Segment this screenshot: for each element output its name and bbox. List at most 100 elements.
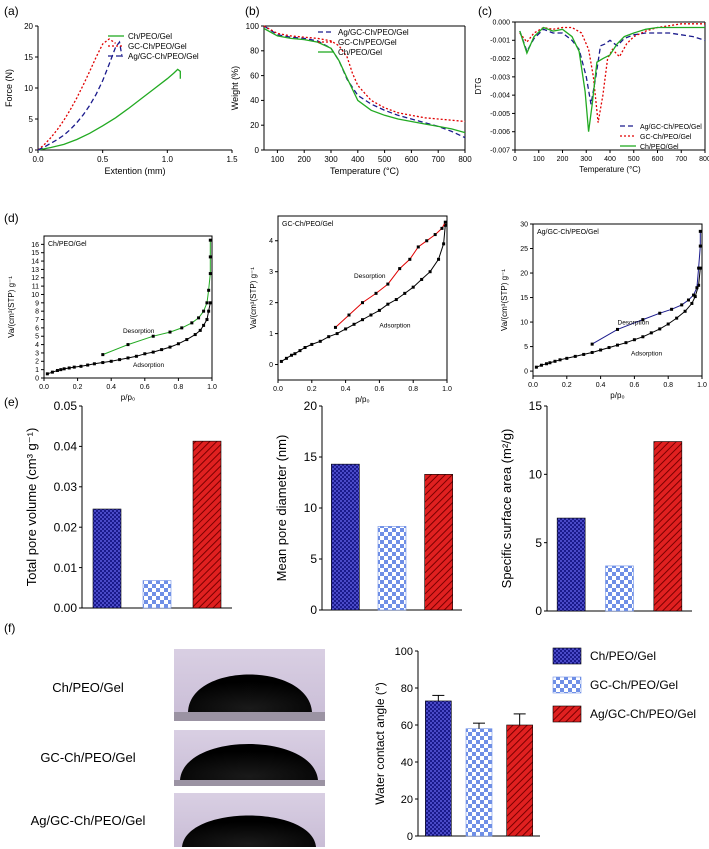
data-point [695, 286, 699, 290]
y-axis-label: Total pore volume (cm³ g⁻¹) [24, 428, 39, 587]
data-point [425, 239, 429, 243]
bar [92, 508, 122, 609]
data-point [180, 326, 184, 330]
data-point [565, 356, 569, 360]
data-point [160, 348, 164, 352]
data-point [310, 342, 314, 346]
data-point [428, 270, 432, 274]
droplet-label-2: GC-Ch/PEO/Gel [40, 750, 135, 765]
data-point [698, 229, 702, 233]
data-point [50, 370, 54, 374]
series-line [263, 25, 466, 139]
y-axis-label: Force (N) [4, 69, 14, 107]
y-tick-label: 5 [535, 536, 542, 550]
data-point [126, 343, 130, 347]
x-tick-label: 100 [533, 156, 545, 163]
y-axis-label: Weight (%) [230, 66, 240, 110]
y-axis-label: Va/(cm³(STP) g⁻¹ [249, 267, 258, 329]
droplet-photo-1 [174, 649, 325, 721]
y-tick-label: 60 [401, 720, 413, 732]
y-tick-label: -0.007 [490, 147, 510, 154]
data-point [205, 301, 209, 305]
data-point [692, 293, 696, 297]
data-point [344, 327, 348, 331]
data-point [698, 266, 702, 270]
data-point [553, 359, 557, 363]
series-line [519, 28, 706, 105]
x-tick-label: 1.0 [162, 155, 174, 164]
data-point [101, 353, 105, 357]
data-point [109, 359, 113, 363]
data-point [403, 291, 407, 295]
data-point [632, 338, 636, 342]
legend-label: Ch/PEO/Gel [590, 649, 656, 663]
x-tick-label: 500 [628, 156, 640, 163]
data-point [675, 316, 679, 320]
annotation: Adsorption [133, 362, 164, 369]
data-point [690, 301, 694, 305]
data-point [293, 352, 297, 356]
y-tick-label: -0.005 [490, 111, 510, 118]
annotation: Adsorption [379, 322, 410, 329]
x-tick-label: 200 [557, 156, 569, 163]
x-tick-label: 0.6 [140, 384, 150, 391]
data-point [335, 332, 339, 336]
y-tick-label: 0 [310, 603, 317, 617]
data-point [168, 330, 172, 334]
bar [331, 463, 360, 611]
series-line [591, 231, 701, 345]
y-tick-label: 10 [31, 292, 39, 299]
plot-frame [532, 223, 703, 377]
y-tick-label: 0 [255, 146, 260, 155]
data-point [374, 291, 378, 295]
data-point [616, 327, 619, 331]
y-tick-label: -0.004 [490, 93, 510, 100]
y-axis-label: Mean pore diameter (nm) [274, 435, 289, 582]
y-tick-label: 9 [35, 300, 39, 307]
data-point [582, 352, 586, 356]
series-line [263, 25, 466, 123]
x-tick-label: 300 [580, 156, 592, 163]
x-tick-label: 1.0 [697, 382, 707, 389]
y-tick-label: 0.03 [54, 480, 78, 494]
x-tick-label: 1.0 [442, 386, 452, 393]
data-point [693, 295, 697, 299]
y-axis-label: DTG [474, 78, 483, 95]
y-tick-label: 2 [35, 359, 39, 366]
y-tick-label: 0 [407, 831, 413, 843]
y-tick-label: 11 [32, 284, 39, 291]
annotation: Desorption [618, 320, 650, 327]
y-tick-label: -0.002 [490, 56, 510, 63]
x-tick-label: 0.0 [32, 155, 44, 164]
x-tick-label: 0.8 [408, 386, 418, 393]
bar [605, 565, 634, 612]
panel-label-a: (a) [4, 4, 19, 18]
data-point [208, 255, 212, 259]
x-tick-label: 0.4 [106, 384, 116, 391]
data-point [190, 321, 194, 325]
data-point [534, 365, 538, 369]
data-point [590, 342, 594, 346]
data-point [168, 345, 172, 349]
droplet-photo-2 [174, 730, 325, 786]
y-tick-label: 16 [31, 242, 39, 249]
data-point [45, 372, 49, 376]
panel-label-f: (f) [4, 621, 15, 635]
data-point [408, 257, 412, 261]
data-point [67, 366, 71, 370]
legend-label: GC-Ch/PEO/Gel [590, 678, 678, 692]
data-point [327, 335, 331, 339]
x-tick-label: 0.5 [97, 155, 109, 164]
x-tick-label: 0.6 [375, 386, 385, 393]
data-point [386, 302, 390, 306]
y-tick-label: 1 [269, 331, 273, 338]
legend-label: Ag/GC-Ch/PEO/Gel [128, 52, 199, 61]
x-tick-label: 100 [271, 155, 285, 164]
x-tick-label: 0.6 [630, 382, 640, 389]
data-point [197, 316, 201, 320]
data-point [176, 342, 180, 346]
x-tick-label: 400 [604, 156, 616, 163]
x-axis-label: Temperature (°C) [579, 165, 641, 174]
y-tick-label: -0.001 [490, 38, 510, 45]
